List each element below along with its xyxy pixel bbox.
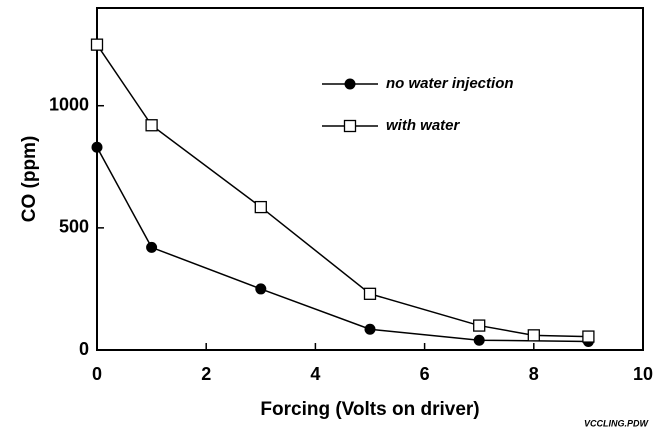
data-point xyxy=(145,119,158,132)
data-point xyxy=(527,329,540,342)
data-point xyxy=(146,241,158,253)
x-tick-label: 10 xyxy=(633,364,653,384)
data-point xyxy=(582,330,595,343)
data-point xyxy=(473,334,485,346)
data-point xyxy=(90,38,104,51)
x-tick-label: 0 xyxy=(92,364,102,384)
legend-marker xyxy=(343,119,357,133)
data-point xyxy=(254,200,267,214)
x-tick-label: 4 xyxy=(310,364,320,384)
legend-marker xyxy=(344,78,356,90)
data-point xyxy=(255,283,267,295)
x-tick-label: 6 xyxy=(420,364,430,384)
y-tick-label: 0 xyxy=(79,339,89,359)
series-line xyxy=(96,44,589,338)
series-line xyxy=(96,146,589,343)
y-tick-label: 500 xyxy=(59,217,89,237)
legend-label: no water injection xyxy=(386,75,514,92)
data-point xyxy=(364,323,376,335)
data-point xyxy=(473,319,486,332)
plot-frame xyxy=(96,7,644,351)
y-axis-label: CO (ppm) xyxy=(19,136,40,223)
legend-label: with water xyxy=(386,117,461,134)
y-tick-label: 1000 xyxy=(49,94,89,114)
data-point xyxy=(363,287,377,300)
x-tick-label: 2 xyxy=(201,364,211,384)
data-point xyxy=(91,141,103,153)
x-axis-label: Forcing (Volts on driver) xyxy=(260,399,479,420)
annotation: VCCLING.PDW xyxy=(584,418,650,428)
x-tick-label: 8 xyxy=(529,364,539,384)
